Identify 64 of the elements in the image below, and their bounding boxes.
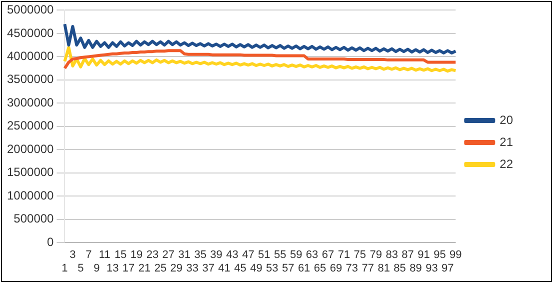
x-tick-label: 21 <box>138 262 151 274</box>
x-tick-label: 19 <box>130 249 143 262</box>
x-tick-label: 81 <box>378 262 390 274</box>
y-tick-label: 4500000 <box>7 26 54 40</box>
y-tick-label: 2500000 <box>7 118 54 133</box>
y-tick-label: 1000000 <box>7 188 54 202</box>
x-tick-label: 57 <box>282 262 294 274</box>
x-tick-label: 67 <box>322 249 334 262</box>
x-tick-label: 13 <box>106 262 119 274</box>
x-tick-label: 33 <box>186 262 198 274</box>
y-tick-label: 500000 <box>14 212 54 226</box>
x-tick-label: 95 <box>434 249 446 262</box>
x-tick-label: 59 <box>290 249 302 262</box>
x-tick-label: 31 <box>178 249 191 262</box>
x-tick-label: 97 <box>442 262 454 274</box>
x-tick-label: 45 <box>234 262 246 274</box>
legend-label: 22 <box>500 156 514 171</box>
x-tick-label: 51 <box>258 249 270 262</box>
x-tick-label: 91 <box>418 249 430 262</box>
x-tick-label: 11 <box>98 249 110 262</box>
x-tick-label: 63 <box>306 249 318 262</box>
x-tick-label: 43 <box>226 249 238 262</box>
x-tick-label: 61 <box>298 262 310 274</box>
y-tick-label: 5000000 <box>7 2 54 17</box>
x-tick-label: 75 <box>354 249 366 262</box>
x-tick-label: 29 <box>170 262 183 274</box>
x-tick-label: 39 <box>210 249 222 262</box>
x-tick-label: 1 <box>62 262 68 274</box>
x-tick-label: 3 <box>70 249 76 262</box>
y-tick-label: 0 <box>47 234 54 249</box>
x-tick-label: 55 <box>274 249 286 262</box>
x-tick-label: 25 <box>154 262 167 274</box>
y-tick-label: 3000000 <box>7 95 54 110</box>
x-tick-label: 17 <box>122 262 135 274</box>
x-tick-label: 49 <box>250 262 262 274</box>
x-tick-label: 87 <box>402 249 414 262</box>
x-tick-label: 9 <box>94 262 100 274</box>
legend-label: 21 <box>500 134 514 149</box>
y-tick-label: 4000000 <box>7 48 54 63</box>
y-tick-label: 1500000 <box>7 165 54 180</box>
x-tick-label: 65 <box>314 262 326 274</box>
x-tick-label: 27 <box>162 249 175 262</box>
x-tick-label: 35 <box>194 249 206 262</box>
x-tick-label: 89 <box>410 262 422 274</box>
x-tick-label: 77 <box>362 262 374 274</box>
x-tick-label: 5 <box>78 262 84 274</box>
x-tick-label: 73 <box>346 262 358 274</box>
x-tick-label: 41 <box>218 262 230 274</box>
x-tick-label: 7 <box>86 249 92 262</box>
x-tick-label: 99 <box>450 249 462 262</box>
x-tick-label: 79 <box>370 249 382 262</box>
x-tick-label: 37 <box>202 262 214 274</box>
x-tick-label: 83 <box>386 249 398 262</box>
legend-label: 20 <box>500 112 514 127</box>
x-tick-label: 53 <box>266 262 278 274</box>
y-tick-label: 3500000 <box>7 72 54 86</box>
x-tick-label: 85 <box>394 262 406 274</box>
x-tick-label: 71 <box>338 249 350 262</box>
x-tick-label: 93 <box>426 262 438 274</box>
x-tick-label: 23 <box>146 249 159 262</box>
x-tick-label: 47 <box>242 249 254 262</box>
x-tick-label: 15 <box>114 249 127 262</box>
x-tick-label: 69 <box>330 262 342 274</box>
y-tick-label: 2000000 <box>7 142 54 156</box>
